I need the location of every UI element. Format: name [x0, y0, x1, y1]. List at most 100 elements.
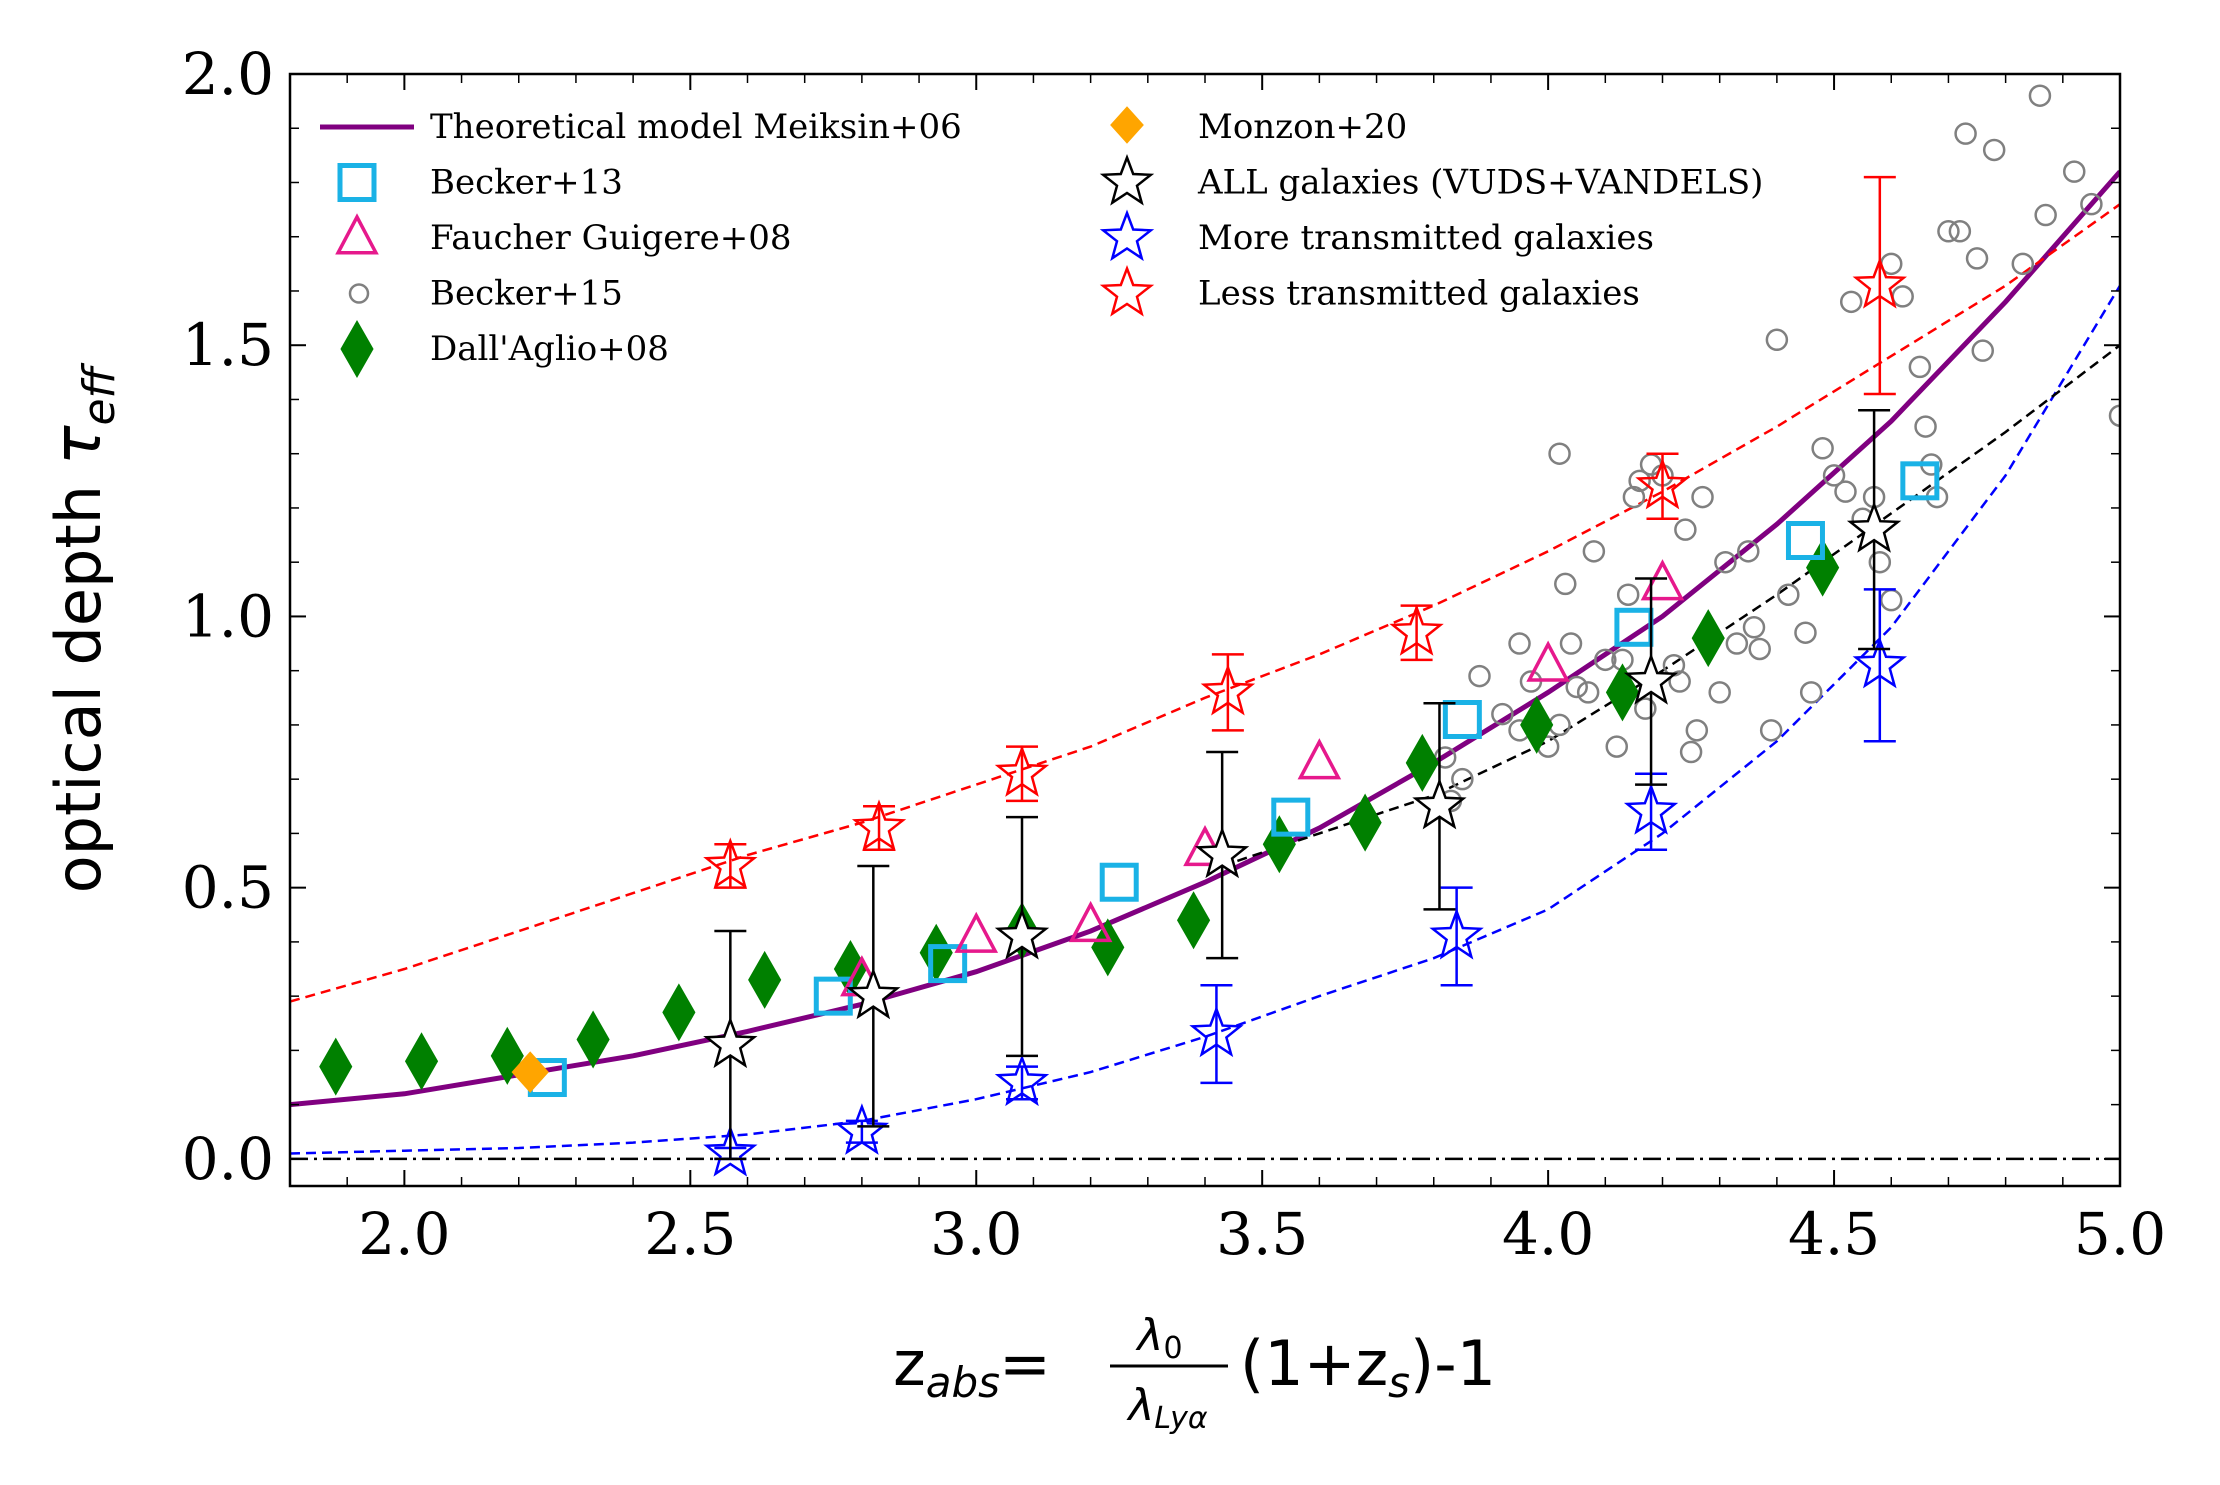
data-point — [1508, 632, 1531, 655]
data-point — [1635, 457, 1690, 510]
data-point — [1742, 616, 1766, 639]
legend-label: Theoretical model Meiksin+06 — [430, 107, 962, 147]
data-point — [576, 1010, 610, 1069]
data-point — [703, 1016, 758, 1069]
data-point — [2080, 192, 2103, 216]
legend-item-all-galaxies-vuds-vandels: ALL galaxies (VUDS+VANDELS) — [1099, 153, 1763, 206]
data-point — [1605, 663, 1640, 722]
svg-text:λ0: λ0 — [1135, 1310, 1182, 1366]
series-all-galaxies-vuds-vandels — [703, 409, 1902, 1161]
legend-label: Becker+15 — [430, 274, 623, 314]
data-point — [1091, 918, 1125, 977]
legend-label: Dall'Aglio+08 — [430, 329, 669, 369]
data-point — [1982, 138, 2006, 162]
data-point — [1099, 862, 1139, 902]
legend-marker — [1099, 264, 1155, 317]
legend-marker — [1099, 153, 1155, 206]
data-point — [1348, 793, 1382, 852]
data-point — [1176, 891, 1211, 950]
curve-fit-all-galaxies — [1221, 344, 2120, 868]
x-tick-label: 4.0 — [1502, 1200, 1594, 1268]
legend-marker — [340, 319, 374, 379]
data-point — [1271, 797, 1311, 837]
legend: Theoretical model Meiksin+06 Becker+13 Fau… — [320, 106, 1763, 379]
data-point — [2063, 160, 2086, 183]
legend-item-dall-aglio-08: Dall'Aglio+08 — [340, 319, 669, 379]
data-point — [2028, 84, 2052, 107]
data-point — [1616, 583, 1640, 606]
curve-fit-more-transmitted — [290, 284, 2120, 1155]
data-point — [1548, 442, 1571, 465]
data-point — [1520, 695, 1554, 754]
data-point — [1852, 636, 1908, 689]
data-point — [1412, 777, 1467, 830]
data-point — [1685, 719, 1709, 742]
data-point — [1640, 559, 1685, 601]
points-layer — [319, 84, 2120, 1177]
data-point — [2108, 404, 2120, 427]
data-point — [1451, 767, 1474, 791]
data-point — [1971, 339, 1994, 362]
data-point — [319, 1037, 353, 1096]
data-point — [1674, 518, 1697, 541]
data-point — [954, 911, 999, 953]
data-point — [1468, 664, 1491, 688]
legend-item-theoretical-model-meiksin-06: Theoretical model Meiksin+06 — [320, 107, 962, 147]
data-point — [1679, 740, 1703, 764]
data-point — [1937, 220, 1960, 243]
data-point — [994, 907, 1050, 960]
data-point — [834, 1103, 890, 1155]
data-point — [1846, 501, 1902, 553]
data-point — [511, 1051, 549, 1093]
svg-text:=: = — [999, 1327, 1051, 1400]
legend-marker — [348, 283, 370, 304]
series-monzon-20 — [511, 1051, 549, 1093]
x-tick-label: 5.0 — [2074, 1200, 2166, 1268]
data-point — [1429, 907, 1484, 960]
data-point — [1834, 480, 1857, 503]
data-point — [1965, 247, 1989, 270]
ticks-layer: 2.0 2.5 3.0 3.5 4.0 4.5 5.0 0.0 0.5 1.0 1.5 2.0 — [182, 40, 2166, 1268]
data-point — [1297, 738, 1342, 780]
data-point — [1200, 663, 1256, 716]
legend-marker — [1099, 209, 1155, 262]
legend-label: Monzon+20 — [1198, 107, 1407, 147]
y-tick-label: 1.0 — [182, 582, 274, 650]
data-point — [1691, 609, 1725, 668]
data-point — [1737, 540, 1760, 563]
data-point — [1068, 900, 1113, 943]
data-point — [1189, 1005, 1244, 1058]
data-point — [662, 983, 696, 1042]
data-point — [1668, 670, 1691, 693]
data-point — [1389, 604, 1444, 656]
legend-item-faucher-guigere-08: Faucher Guigere+08 — [335, 213, 792, 258]
y-tick-label: 0.0 — [182, 1125, 274, 1193]
data-point — [703, 837, 758, 890]
data-point — [928, 944, 968, 984]
data-point — [1759, 719, 1783, 742]
data-point — [851, 799, 907, 852]
data-point — [1526, 640, 1570, 682]
data-point — [1765, 328, 1789, 352]
svg-text:λLyα: λLyα — [1126, 1380, 1207, 1436]
x-tick-label: 2.5 — [644, 1200, 736, 1268]
data-point — [1623, 783, 1679, 835]
data-point — [1794, 621, 1817, 644]
y-tick-label: 1.5 — [182, 311, 274, 379]
data-point — [1405, 733, 1439, 792]
data-point — [404, 1032, 439, 1091]
data-point — [1559, 632, 1583, 655]
data-point — [1594, 648, 1617, 672]
legend-label: More transmitted galaxies — [1198, 218, 1654, 258]
legend-item-monzon-20: Monzon+20 — [1110, 106, 1407, 147]
legend-marker — [1110, 106, 1144, 144]
data-point — [1799, 681, 1823, 704]
data-point — [846, 967, 901, 1020]
data-point — [1714, 550, 1737, 574]
legend-item-becker-15: Becker+15 — [348, 274, 623, 314]
data-point — [1565, 675, 1588, 699]
data-point — [1777, 583, 1800, 606]
legend-label: Faucher Guigere+08 — [430, 218, 792, 258]
data-point — [1748, 637, 1771, 661]
data-point — [1554, 572, 1577, 596]
